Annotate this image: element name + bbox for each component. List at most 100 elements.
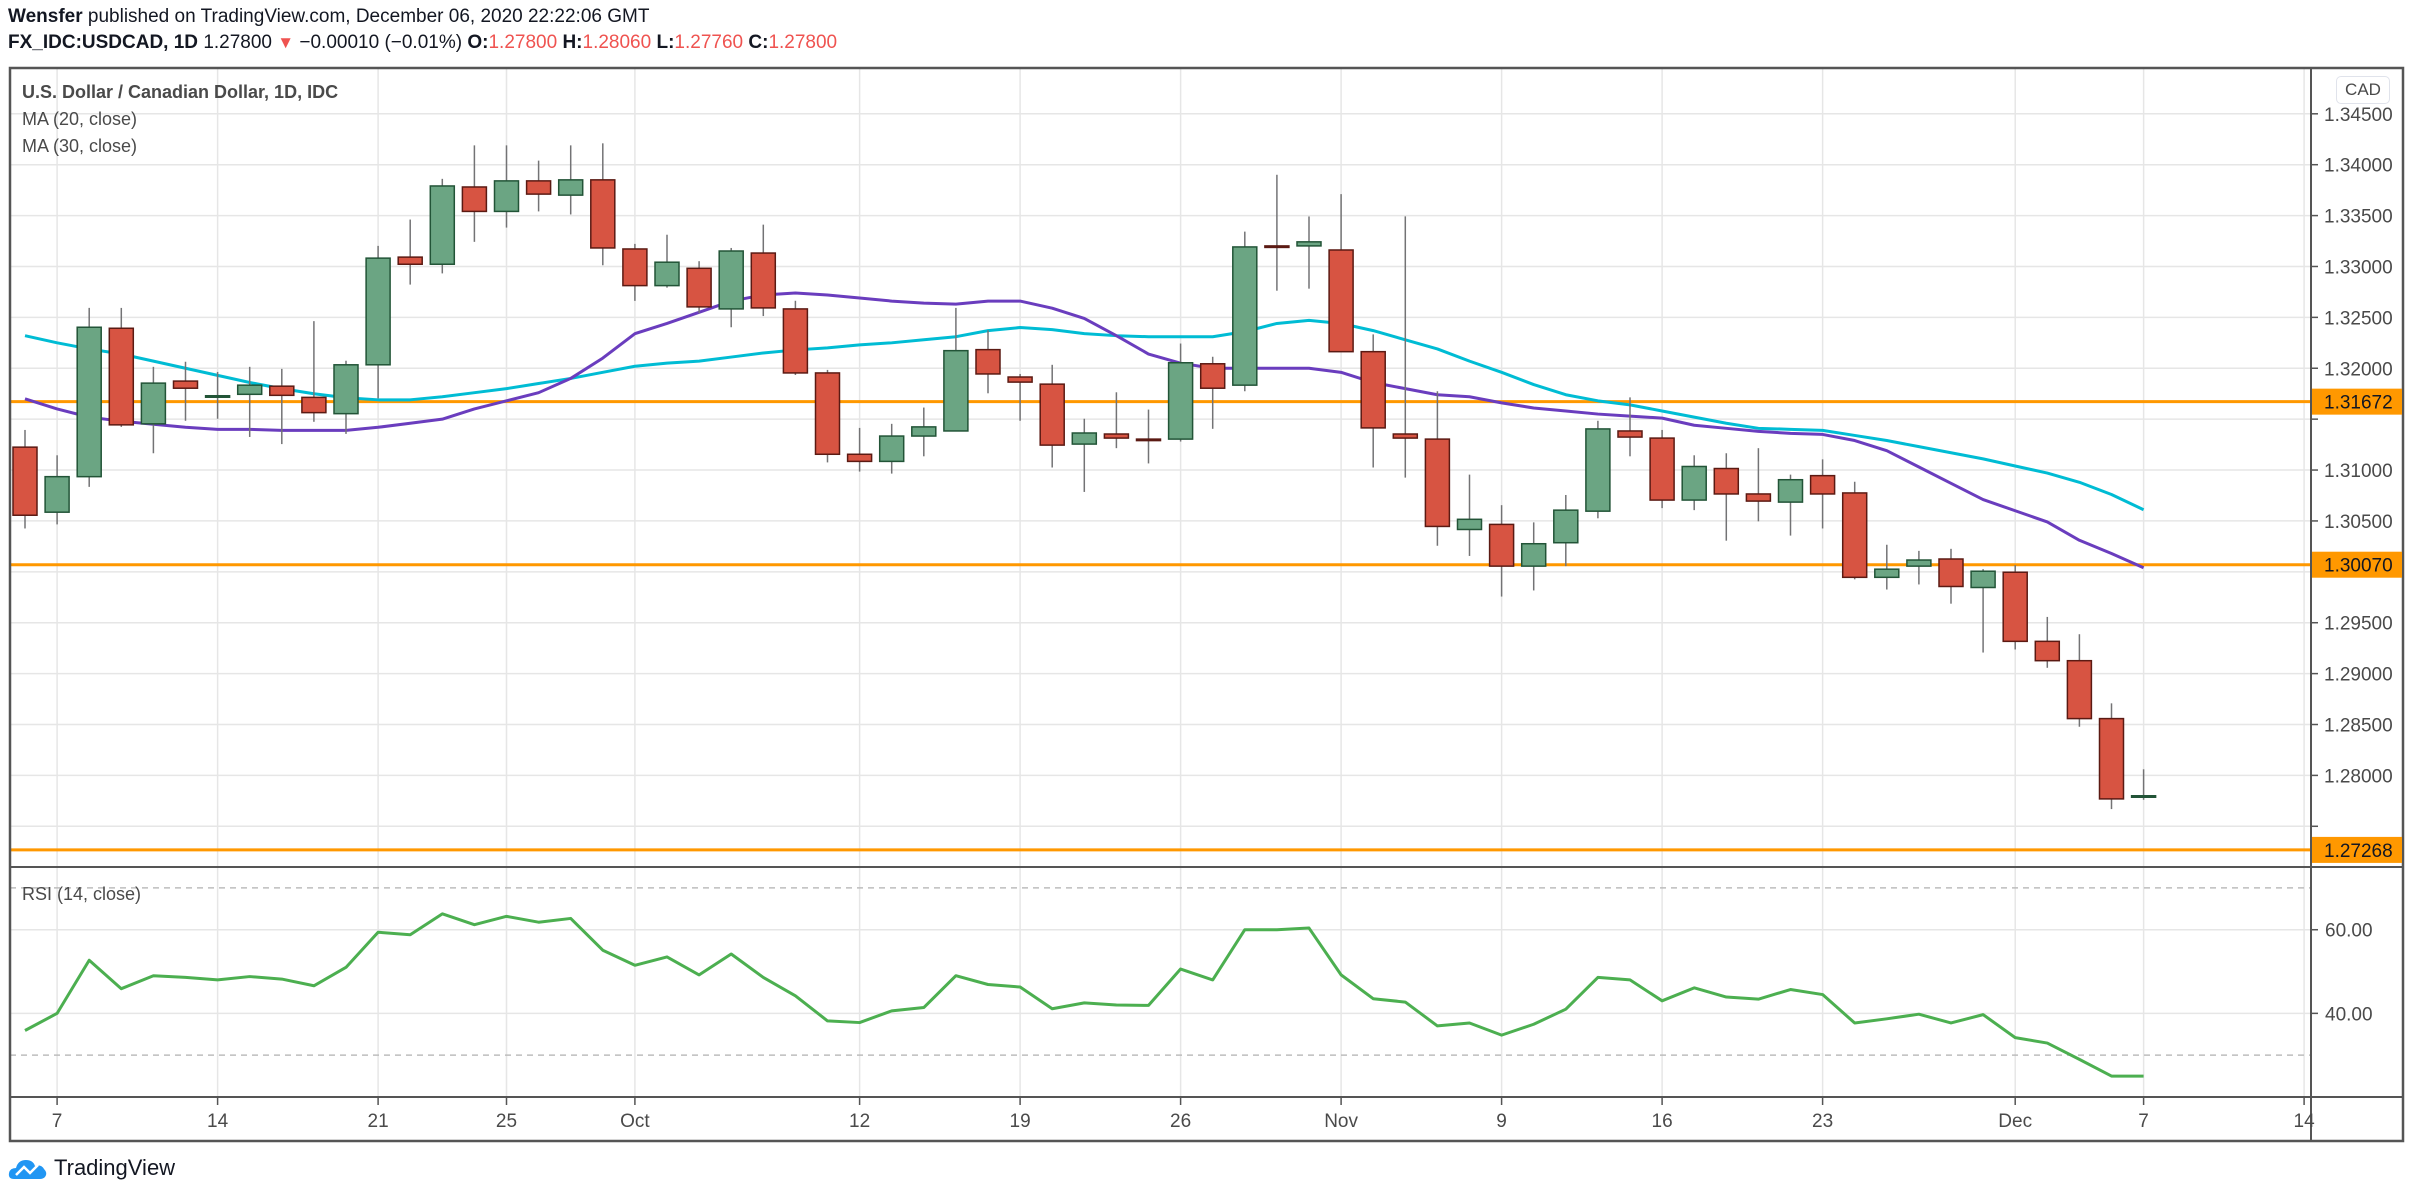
low-label: L: <box>656 32 675 53</box>
candle-body-down <box>1392 433 1419 439</box>
candle-body-down <box>1360 350 1386 429</box>
currency-button[interactable]: CAD <box>2336 76 2390 104</box>
candle-body-up <box>654 261 680 287</box>
candle-body-up <box>1167 362 1194 440</box>
candle-body-up <box>718 250 744 310</box>
candle-body-down <box>1424 438 1451 528</box>
ma20-line <box>24 291 2145 570</box>
published-text: published on TradingView.com, December 0… <box>82 6 650 27</box>
time-tick-label: Nov <box>1324 1111 1358 1132</box>
candle <box>1424 391 1451 546</box>
candle-body-down <box>12 446 38 516</box>
rsi-line <box>24 912 2144 1078</box>
time-tick-label: 9 <box>1496 1111 1507 1132</box>
time-axis[interactable]: 7 14 21 25 Oct 12 19 26 Nov 9 16 23 Dec 7 14 <box>52 1097 2315 1132</box>
candle <box>1617 397 1643 457</box>
candle-body-down <box>1039 383 1065 446</box>
candle <box>1296 216 1322 289</box>
close-value: 1.27800 <box>768 32 838 53</box>
candle <box>1199 356 1226 429</box>
candle <box>461 145 488 242</box>
candle <box>782 300 809 375</box>
candle-body-down <box>1617 430 1643 438</box>
candle-body-down <box>1103 433 1130 439</box>
candle-body-up <box>1553 509 1579 544</box>
candle-body-down <box>172 380 199 389</box>
candle-body-up <box>365 257 391 366</box>
time-tick-label: 7 <box>52 1111 63 1132</box>
price-tick-label: 1.28000 <box>2324 766 2393 787</box>
level-price-label: 1.31672 <box>2324 393 2393 414</box>
legend-title[interactable]: U.S. Dollar / Canadian Dollar, 1D, IDC <box>22 82 339 102</box>
price-change: −0.00010 (−0.01%) <box>299 32 463 53</box>
candle-body-down <box>2098 717 2125 800</box>
time-tick-label: 16 <box>1652 1111 1673 1132</box>
candle <box>590 143 616 266</box>
candle <box>12 429 38 529</box>
candle <box>911 407 937 457</box>
candle <box>1713 453 1740 541</box>
candle-body-up <box>493 180 520 213</box>
candle <box>622 243 648 301</box>
level-price-badge <box>2312 388 2402 415</box>
level-price-badge <box>2312 551 2402 578</box>
tradingview-brand[interactable]: TradingView <box>8 1155 175 1181</box>
open-value: 1.27800 <box>488 32 558 53</box>
moving-averages <box>24 291 2145 570</box>
candle-body-down <box>2034 640 2061 662</box>
triangle-down-icon: ▼ <box>277 33 295 52</box>
high-label: H: <box>562 32 583 53</box>
author-name[interactable]: Wensfer <box>8 6 83 27</box>
time-tick-label: 14 <box>207 1111 229 1132</box>
candle <box>814 369 841 463</box>
candle <box>654 234 680 288</box>
legend-rsi[interactable]: RSI (14, close) <box>22 884 142 904</box>
candle-body-up <box>76 326 102 478</box>
candle <box>1264 174 1290 291</box>
candle-body-down <box>397 256 423 265</box>
candle <box>1007 373 1033 421</box>
candle-body-down <box>1328 249 1354 353</box>
candle-body-down <box>622 248 648 287</box>
candle-body-up <box>1585 428 1611 512</box>
candle <box>1039 364 1065 468</box>
candle-body-up <box>1777 478 1804 503</box>
candle <box>1167 343 1194 442</box>
publish-info: Wensfer published on TradingView.com, De… <box>8 6 649 28</box>
candle <box>2002 565 2028 650</box>
high-value: 1.28060 <box>582 32 652 53</box>
time-tick-label: 25 <box>496 1111 517 1132</box>
price-tick-label: 1.28500 <box>2324 716 2393 737</box>
candle <box>44 455 70 525</box>
candle <box>1874 544 1900 590</box>
candle-body-down <box>814 372 841 456</box>
price-tick-label: 1.33500 <box>2324 207 2393 228</box>
ma30-line <box>24 318 2145 512</box>
price-tick-label: 1.29000 <box>2324 665 2393 686</box>
legend-ma20[interactable]: MA (20, close) <box>22 109 138 129</box>
price-axis[interactable]: 1.34500 1.34000 1.33500 1.33000 1.32500 1.320… <box>2311 105 2402 1026</box>
candle <box>1938 548 1964 604</box>
candle-body-up <box>1520 542 1547 567</box>
legend-ma30[interactable]: MA (30, close) <box>22 136 138 156</box>
candle-body-down <box>782 308 809 374</box>
candle <box>140 366 167 454</box>
rsi-tick-label: 60.00 <box>2325 921 2373 942</box>
candle-body-down <box>1264 245 1290 249</box>
candle <box>1777 474 1804 536</box>
candle <box>397 219 423 285</box>
candle <box>1520 522 1547 591</box>
candle <box>846 427 873 472</box>
candle <box>301 321 327 422</box>
candle-body-down <box>269 385 295 397</box>
candle-body-down <box>1841 492 1868 579</box>
candle-body-up <box>1232 246 1258 386</box>
price-tick-label: 1.33000 <box>2324 257 2393 278</box>
candle-body-up <box>1071 432 1098 445</box>
candle-body-down <box>1649 437 1675 501</box>
rsi-pane <box>10 887 2311 1078</box>
candle <box>878 423 905 474</box>
price-tick-label: 1.32500 <box>2324 308 2393 329</box>
candle-body-up <box>429 185 456 265</box>
